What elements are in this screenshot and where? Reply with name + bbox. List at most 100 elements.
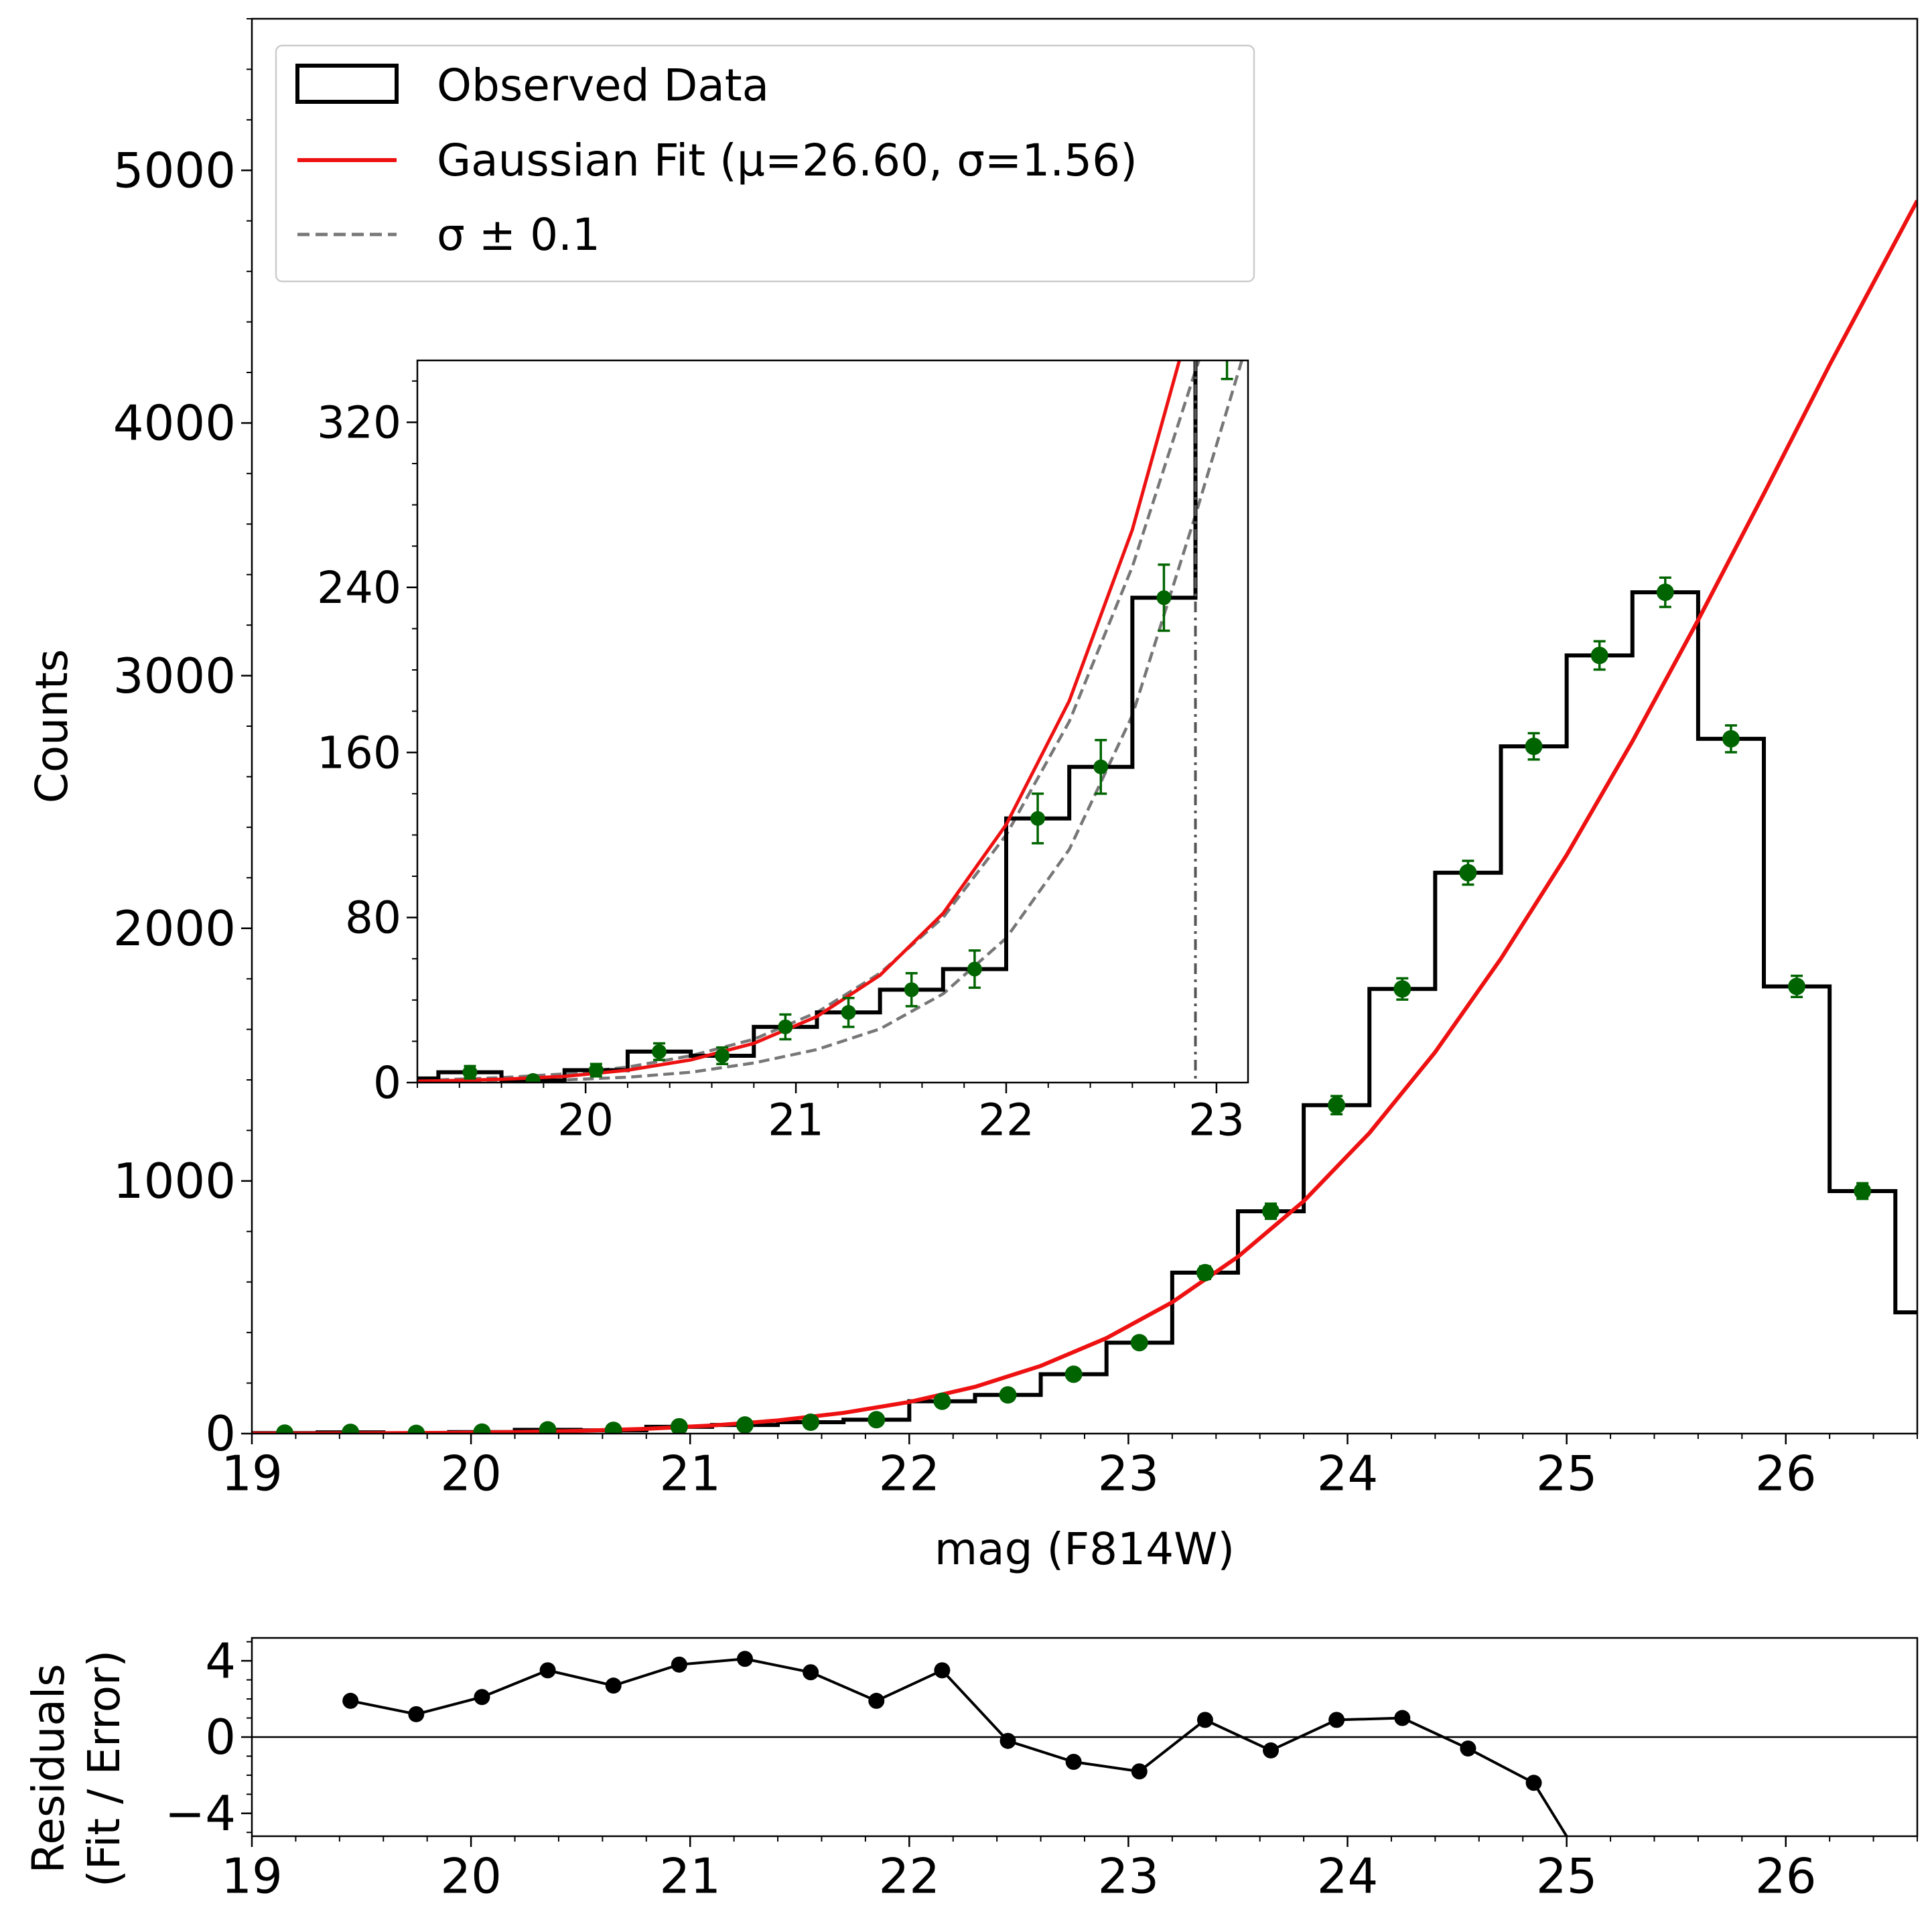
legend-observed-swatch	[295, 64, 399, 104]
residuals-y-label-line1: Residuals	[23, 1663, 74, 1873]
y-tick-label: 240	[317, 562, 401, 614]
x-tick-label: 22	[879, 1445, 941, 1501]
x-tick-label: 22	[978, 1095, 1034, 1146]
inset-data-point	[1030, 811, 1046, 826]
main-data-point	[1262, 1202, 1280, 1221]
residual-point	[408, 1706, 425, 1722]
main-data-point	[342, 1424, 360, 1434]
y-tick-label: 2000	[113, 900, 236, 957]
main-data-point	[1590, 646, 1608, 665]
inset-data-point	[1156, 590, 1172, 606]
residual-point	[1263, 1742, 1280, 1759]
y-tick-label: 5000	[113, 142, 236, 198]
inset-background	[417, 360, 1248, 1083]
gaussian-fit-curve	[252, 200, 1917, 1434]
y-tick-label: 0	[205, 1709, 236, 1765]
sigma-lower-curve	[438, 360, 1244, 1083]
main-data-point	[1328, 1096, 1346, 1114]
inset-data-point	[841, 1005, 856, 1020]
residuals-line	[350, 1657, 1568, 1836]
x-tick-label: 20	[557, 1095, 614, 1146]
y-tick-label: 320	[317, 397, 401, 449]
main-data-point	[1525, 738, 1543, 756]
x-tick-label: 20	[440, 1848, 502, 1904]
main-data-point	[1064, 1365, 1083, 1383]
residual-point	[1196, 1712, 1213, 1728]
residual-point	[474, 1689, 490, 1706]
y-tick-label: −4	[165, 1785, 236, 1842]
main-data-point	[407, 1424, 425, 1434]
inset-plot-frame	[416, 359, 1249, 1084]
x-tick-label: 25	[1536, 1848, 1598, 1904]
inset-plot-panel: 20 21 22 23 0 80 160 240 320	[317, 359, 1249, 1146]
residual-point	[1131, 1763, 1148, 1780]
main-x-axis-label: mag (F814W)	[935, 1523, 1235, 1575]
main-data-point	[1196, 1263, 1214, 1282]
x-tick-label: 23	[1188, 1095, 1245, 1146]
legend-sigma-label: σ ± 0.1	[437, 209, 600, 261]
x-tick-label: 24	[1317, 1848, 1379, 1904]
residual-point	[1328, 1712, 1345, 1728]
inset-data-point	[588, 1062, 604, 1078]
x-tick-label: 23	[1098, 1445, 1160, 1501]
residual-point	[1065, 1754, 1082, 1770]
x-tick-label: 19	[221, 1445, 283, 1501]
residual-point	[671, 1656, 687, 1673]
residual-point	[1394, 1710, 1411, 1726]
residual-point	[934, 1662, 951, 1679]
main-data-point	[1788, 977, 1806, 995]
y-tick-label: 4	[205, 1633, 236, 1689]
sigma-upper-curve	[438, 360, 1201, 1082]
inset-data-point	[652, 1044, 667, 1059]
residual-point	[539, 1662, 556, 1679]
y-tick-label: 160	[317, 727, 401, 778]
main-data-point	[1854, 1182, 1872, 1200]
y-tick-label: 3000	[113, 648, 236, 704]
x-tick-label: 24	[1317, 1445, 1379, 1501]
inset-data-point	[904, 982, 919, 997]
residual-point	[868, 1692, 885, 1709]
y-tick-label: 4000	[113, 395, 236, 452]
main-data-point	[1722, 730, 1740, 748]
x-tick-label: 25	[1536, 1445, 1598, 1501]
main-data-point	[276, 1424, 294, 1434]
main-data-point	[539, 1421, 557, 1434]
main-data-point	[1656, 583, 1674, 602]
y-tick-label: 80	[345, 892, 401, 944]
x-tick-label: 19	[221, 1848, 283, 1904]
inset-data-point	[715, 1048, 730, 1063]
residuals-plot-panel: 19 20 21 22 23 24 25 26 −4 0 4 Residuals (Fit / Er…	[23, 1633, 1919, 1904]
legend: Observed Data Gaussian Fit (μ=26.60, σ=1…	[275, 44, 1255, 283]
main-data-point	[802, 1414, 820, 1432]
main-data-point	[1130, 1334, 1148, 1352]
main-y-axis-label: Counts	[26, 649, 78, 803]
main-data-point	[868, 1411, 886, 1429]
y-tick-label: 0	[205, 1405, 236, 1462]
residuals-y-label-line2: (Fit / Error)	[78, 1650, 130, 1887]
main-data-point	[933, 1392, 951, 1410]
y-tick-label: 1000	[113, 1153, 236, 1209]
main-data-point	[999, 1386, 1017, 1404]
residual-point	[999, 1732, 1016, 1749]
legend-box	[275, 44, 1255, 283]
x-tick-label: 21	[659, 1445, 721, 1501]
x-tick-label: 21	[768, 1095, 824, 1146]
residual-point	[736, 1651, 753, 1667]
main-data-point	[604, 1422, 622, 1434]
residual-point	[1460, 1740, 1476, 1757]
y-tick-label: 0	[373, 1057, 401, 1109]
residual-point	[342, 1692, 359, 1709]
main-data-point	[736, 1416, 754, 1434]
inset-data-point	[1093, 759, 1109, 774]
x-tick-label: 23	[1098, 1848, 1160, 1904]
x-tick-label: 26	[1755, 1445, 1817, 1501]
x-tick-label: 21	[659, 1848, 721, 1904]
inset-gaussian-fit-curve	[417, 360, 1182, 1083]
residual-point	[605, 1677, 622, 1694]
main-data-point	[1393, 980, 1411, 998]
x-tick-label: 26	[1755, 1848, 1817, 1904]
main-data-point	[473, 1423, 491, 1434]
main-data-point	[670, 1418, 688, 1434]
inset-data-point	[967, 961, 982, 977]
